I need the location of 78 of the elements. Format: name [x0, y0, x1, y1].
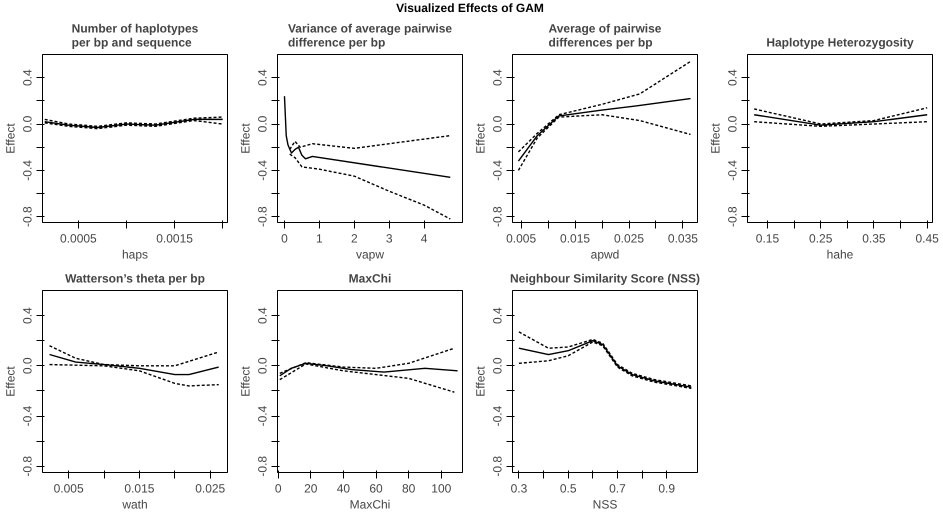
y-tick-label: 0.4 [256, 306, 270, 324]
chart-title: MaxChi [348, 272, 392, 286]
y-axis-title: Effect [238, 122, 252, 154]
y-tick-label: -0.8 [20, 206, 34, 228]
y-tick-label: -0.4 [726, 160, 740, 181]
y-tick-label: 0.0 [490, 357, 504, 374]
x-tick-label: 0.0005 [60, 232, 98, 246]
y-tick-label: 0.0 [256, 357, 270, 374]
y-tick-label: -0.4 [490, 405, 504, 426]
x-tick-label: 60 [369, 482, 384, 496]
y-tick-label: -0.4 [256, 405, 270, 426]
y-tick-label: 0.0 [726, 115, 740, 132]
y-tick-label: 0.4 [20, 306, 34, 324]
y-tick-label: -0.8 [256, 456, 270, 477]
y-tick-label: 0.0 [20, 115, 34, 132]
x-tick-label: 0 [274, 482, 282, 496]
y-tick-label: -0.4 [20, 405, 34, 426]
chart-title: Number of haplotypes per bp and sequence [72, 22, 199, 50]
x-tick-label: 0.7 [609, 482, 626, 496]
x-tick-label: 0.35 [862, 232, 886, 246]
x-tick-label: 0.005 [54, 482, 84, 496]
x-axis-title: hahe [826, 248, 854, 262]
x-tick-label: 0.45 [916, 232, 940, 246]
chart-title: Neighbour Similarity Score (NSS) [510, 272, 700, 286]
y-axis-title: Effect [4, 122, 18, 154]
x-tick-label: 0.035 [668, 232, 698, 246]
x-axis-title: apwd [590, 248, 620, 262]
x-axis-title: vapw [356, 248, 384, 262]
y-tick-label: 0.4 [490, 69, 504, 86]
text: Visualized Effects of GAM [395, 0, 545, 17]
x-tick-label: 0.5 [560, 482, 577, 496]
y-axis-title: Effect [4, 366, 18, 397]
chart-title: Haplotype Heterozygosity [766, 36, 914, 50]
y-axis-title: Effect [708, 122, 722, 154]
chart-title: Average of pairwise differences per bp [548, 22, 662, 50]
y-tick-label: -0.8 [490, 206, 504, 228]
y-tick-label: -0.4 [490, 160, 504, 181]
y-tick-label: 0.4 [256, 69, 270, 86]
y-tick-label: -0.8 [20, 456, 34, 477]
x-tick-label: 20 [304, 482, 318, 496]
y-tick-label: 0.0 [20, 357, 34, 374]
x-tick-label: 0 [281, 232, 288, 246]
y-tick-label: 0.4 [20, 69, 34, 86]
y-tick-label: 0.0 [256, 115, 270, 132]
y-tick-label: 0.4 [726, 69, 740, 86]
x-axis-title: NSS [592, 498, 618, 512]
y-tick-label: -0.4 [20, 160, 34, 181]
y-tick-label: -0.8 [726, 206, 740, 228]
x-axis-title: MaxChi [350, 498, 390, 512]
y-tick-label: -0.8 [256, 206, 270, 228]
x-tick-label: 0.15 [756, 232, 780, 246]
x-axis-title: haps [122, 248, 148, 262]
x-tick-label: 40 [336, 482, 350, 496]
x-tick-label: 1 [316, 232, 324, 246]
x-tick-label: 3 [386, 232, 393, 246]
x-tick-label: 0.025 [614, 232, 644, 246]
chart-title: Watterson’s theta per bp [65, 272, 205, 286]
y-tick-label: 0.4 [490, 306, 504, 324]
x-tick-label: 0.3 [510, 482, 528, 496]
x-tick-label: 0.0015 [156, 232, 194, 246]
chart-title: Variance of average pairwise difference per bp [288, 22, 452, 50]
x-tick-label: 0.025 [195, 482, 226, 496]
x-tick-label: 100 [431, 482, 452, 496]
y-axis-title: Effect [474, 122, 488, 154]
x-tick-label: 4 [420, 232, 428, 246]
y-axis-title: Effect [238, 366, 252, 397]
x-tick-label: 0.25 [809, 232, 833, 246]
x-tick-label: 0.015 [124, 482, 155, 496]
x-tick-label: 0.015 [560, 232, 590, 246]
y-tick-label: -0.8 [490, 456, 504, 477]
x-tick-label: 0.005 [506, 232, 536, 246]
x-axis-title: wath [121, 498, 148, 512]
x-tick-label: 2 [350, 232, 358, 246]
x-tick-label: 0.9 [658, 482, 676, 496]
y-tick-label: 0.0 [490, 115, 504, 132]
y-axis-title: Effect [474, 366, 488, 397]
y-tick-label: -0.4 [256, 160, 270, 181]
x-tick-label: 80 [402, 482, 416, 496]
